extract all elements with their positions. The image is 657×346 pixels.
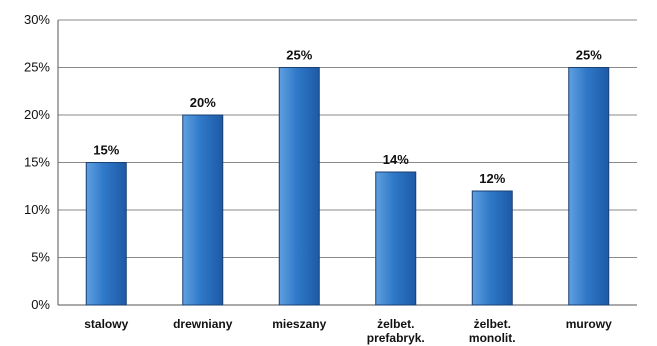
x-tick-label: murowy	[566, 317, 612, 331]
data-label: 25%	[576, 48, 602, 63]
data-labels: 15% 20% 25% 14% 12% 25%	[93, 48, 602, 187]
x-tick-label: drewniany	[173, 317, 233, 331]
x-tick-label: mieszany	[272, 317, 326, 331]
y-axis: 0% 5% 10% 15% 20% 25% 30%	[24, 12, 637, 312]
y-tick-label: 30%	[24, 12, 50, 27]
bar	[568, 67, 610, 306]
bar	[471, 190, 513, 306]
bar	[85, 162, 127, 306]
data-label: 15%	[93, 143, 119, 158]
x-tick-label: monolit.	[469, 331, 516, 345]
y-tick-label: 25%	[24, 60, 50, 75]
bar	[375, 171, 417, 306]
gridlines	[58, 19, 637, 306]
y-tick-label: 10%	[24, 202, 50, 217]
data-label: 25%	[286, 48, 312, 63]
y-tick-label: 5%	[31, 250, 50, 265]
y-tick-label: 15%	[24, 155, 50, 170]
data-label: 12%	[479, 171, 505, 186]
data-label: 20%	[190, 95, 216, 110]
bars	[85, 67, 610, 306]
x-tick-label: żelbet.	[377, 317, 414, 331]
y-tick-label: 20%	[24, 107, 50, 122]
x-axis: stalowy drewniany mieszany żelbet.prefabryk…	[84, 317, 612, 345]
bar	[278, 67, 320, 306]
x-tick-label: stalowy	[84, 317, 128, 331]
data-label: 14%	[383, 152, 409, 167]
x-tick-label: żelbet.	[474, 317, 511, 331]
bar	[182, 114, 224, 306]
x-tick-label: prefabryk.	[367, 331, 425, 345]
y-tick-label: 0%	[31, 297, 50, 312]
